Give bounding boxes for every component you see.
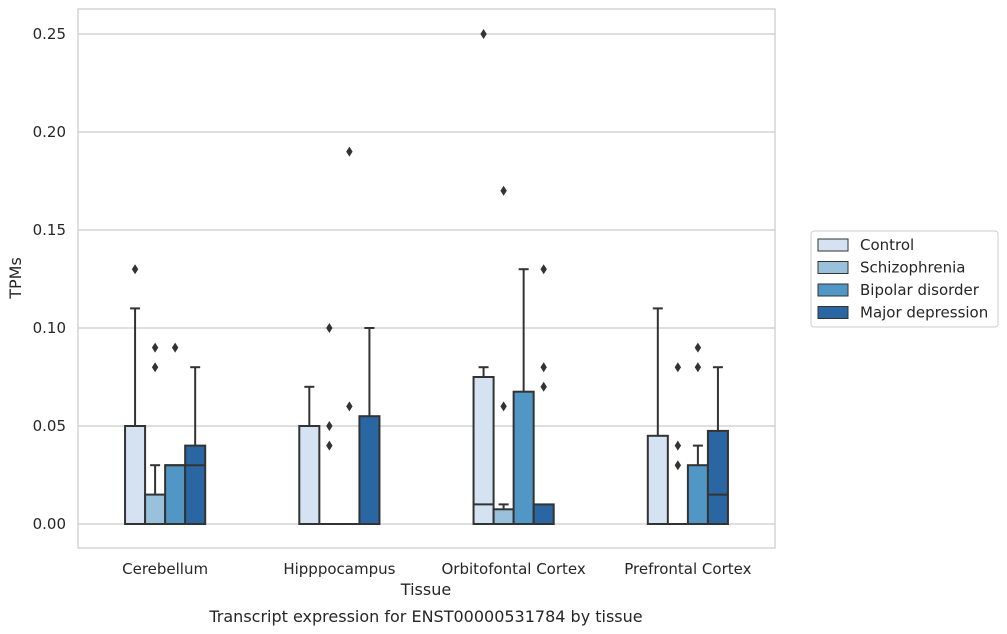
box-hipppocampus-schizophrenia bbox=[318, 323, 341, 526]
x-axis-title: Tissue bbox=[400, 580, 451, 599]
x-tick-label: Prefrontal Cortex bbox=[624, 560, 751, 578]
x-tick-label: Orbitofontal Cortex bbox=[442, 560, 586, 578]
box bbox=[144, 493, 167, 526]
legend-label: Control bbox=[860, 236, 914, 254]
y-tick-label: 0.20 bbox=[33, 123, 66, 141]
legend: Control Schizophrenia Bipolar disorder Majo… bbox=[810, 230, 999, 328]
chart-caption: Transcript expression for ENST0000053178… bbox=[208, 607, 642, 626]
box-orbitofontal-cortex-major-depression bbox=[532, 264, 555, 525]
y-tick-labels: 0.00 0.05 0.10 0.15 0.20 0.25 bbox=[33, 25, 66, 533]
outlier-point bbox=[151, 362, 159, 373]
outlier-point bbox=[500, 401, 507, 412]
outlier-point bbox=[171, 342, 179, 353]
outlier-point bbox=[500, 185, 507, 196]
y-tick-label: 0.25 bbox=[33, 25, 66, 43]
y-tick-label: 0.00 bbox=[33, 515, 66, 533]
box bbox=[472, 376, 495, 525]
box bbox=[706, 429, 729, 525]
boxes bbox=[124, 29, 729, 526]
legend-frame bbox=[810, 230, 999, 328]
box bbox=[646, 434, 669, 525]
legend-swatch bbox=[817, 283, 849, 297]
outlier-point bbox=[540, 362, 547, 373]
box-orbitofontal-cortex-bipolar-disorder bbox=[512, 268, 535, 526]
outlier-point bbox=[540, 264, 547, 275]
legend-swatch bbox=[817, 306, 849, 319]
box-hipppocampus-control bbox=[298, 385, 321, 525]
box-orbitofontal-cortex-control bbox=[472, 29, 495, 525]
outlier-point bbox=[694, 362, 702, 373]
box bbox=[512, 390, 535, 526]
x-tick-labels: Cerebellum Hipppocampus Orbitofontal Corte… bbox=[122, 560, 751, 578]
outlier-point bbox=[151, 342, 159, 353]
outlier-point bbox=[540, 381, 547, 392]
legend-label: Bipolar disorder bbox=[860, 281, 980, 299]
outlier-point bbox=[326, 440, 333, 451]
y-axis-title: TPMs bbox=[6, 257, 25, 300]
box-prefrontal-cortex-control bbox=[646, 307, 669, 525]
outlier-point bbox=[326, 421, 333, 431]
box-prefrontal-cortex-major-depression bbox=[706, 366, 729, 525]
box bbox=[686, 464, 709, 526]
x-tick-label: Cerebellum bbox=[122, 560, 208, 578]
box-cerebellum-major-depression bbox=[184, 366, 207, 526]
legend-swatch bbox=[817, 238, 849, 252]
outlier-point bbox=[131, 264, 139, 275]
outlier-point bbox=[674, 440, 682, 451]
box bbox=[164, 464, 187, 526]
box bbox=[124, 425, 147, 525]
outlier-point bbox=[480, 29, 487, 39]
box bbox=[358, 415, 381, 526]
box-hipppocampus-major-depression bbox=[358, 327, 381, 526]
y-tick-label: 0.10 bbox=[33, 319, 66, 337]
y-tick-label: 0.15 bbox=[33, 221, 66, 239]
outlier-point bbox=[694, 342, 702, 353]
box bbox=[532, 503, 555, 525]
y-tick-label: 0.05 bbox=[33, 417, 66, 435]
box bbox=[492, 508, 515, 525]
outlier-point bbox=[346, 146, 353, 157]
box-cerebellum-schizophrenia bbox=[144, 342, 167, 526]
outlier-point bbox=[674, 460, 682, 471]
x-tick-label: Hipppocampus bbox=[283, 560, 395, 578]
box bbox=[298, 425, 321, 525]
outlier-point bbox=[346, 401, 353, 412]
box bbox=[184, 444, 207, 526]
outlier-point bbox=[326, 323, 333, 333]
outlier-point bbox=[674, 362, 682, 373]
legend-swatch bbox=[817, 261, 849, 274]
legend-label: Schizophrenia bbox=[860, 259, 965, 277]
box-cerebellum-control bbox=[124, 264, 147, 525]
legend-label: Major depression bbox=[860, 304, 988, 322]
